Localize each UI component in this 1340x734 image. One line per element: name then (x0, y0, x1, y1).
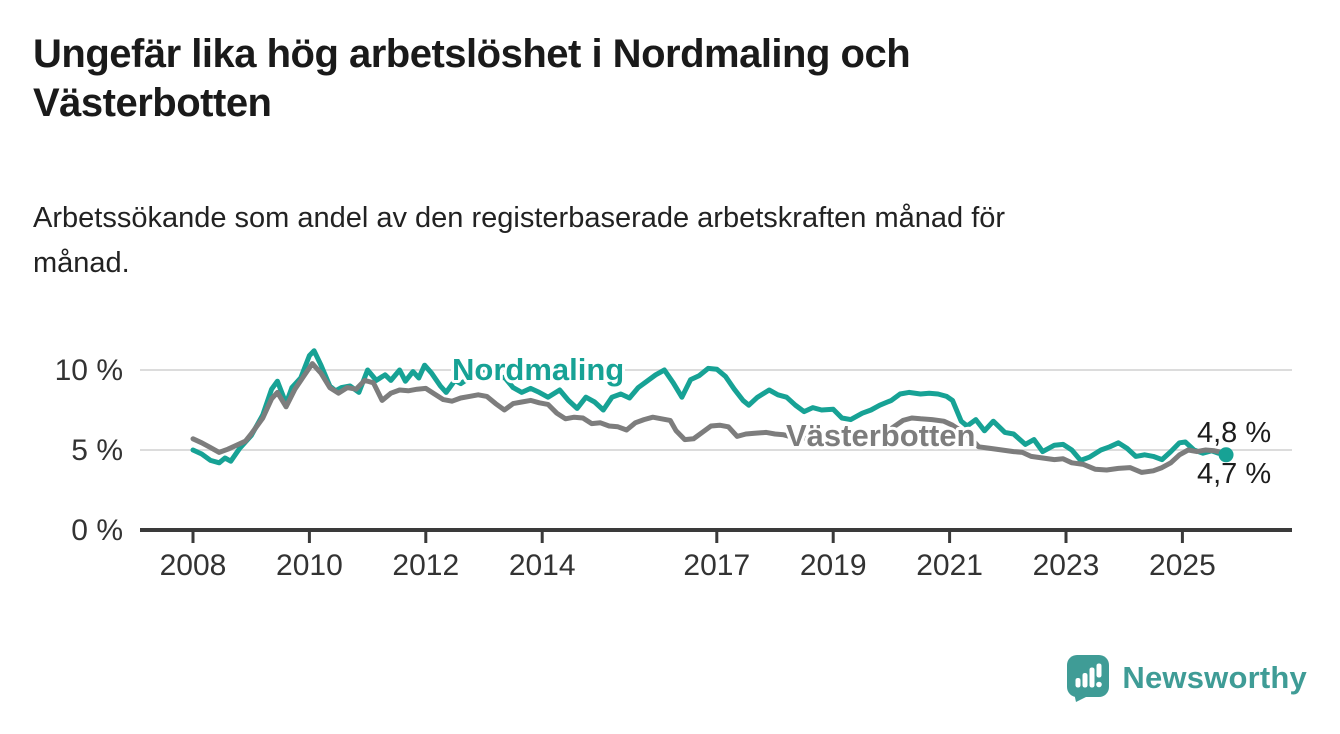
x-tick-label-2023: 2023 (1033, 549, 1100, 582)
newsworthy-logo-icon (1067, 655, 1110, 702)
end-value-label-vasterbotten: 4,8 % (1197, 417, 1271, 449)
x-tick-label-2025: 2025 (1149, 549, 1216, 582)
x-tick-label-2017: 2017 (683, 549, 750, 582)
subtitle-line-2: månad. (33, 246, 130, 279)
logo-bars-icon (1075, 663, 1103, 688)
title-line-2: Västerbotten (33, 81, 272, 126)
x-tick-label-2010: 2010 (276, 549, 343, 582)
series-end-dot (1218, 447, 1234, 463)
chart-subtitle: Arbetssökande som andel av den registerb… (33, 196, 1253, 286)
x-tick-label-2019: 2019 (800, 549, 867, 582)
series-label-vsterbotten: Västerbotten (786, 418, 975, 453)
y-tick-label-5: 5 % (71, 434, 123, 467)
subtitle-line-1: Arbetssökande som andel av den registerb… (33, 202, 1006, 234)
chart-header: Ungefär lika hög arbetslöshet i Nordmali… (33, 30, 1213, 128)
series-label-nordmaling: Nordmaling (452, 352, 624, 387)
page-title: Ungefär lika hög arbetslöshet i Nordmali… (33, 30, 1213, 128)
brand-footer: Newsworthy (1065, 653, 1307, 702)
x-tick-label-2021: 2021 (916, 549, 983, 582)
x-tick-label-2008: 2008 (160, 549, 227, 582)
logo-bubble (1067, 655, 1110, 697)
x-tick-label-2012: 2012 (392, 549, 459, 582)
end-value-label-nordmaling: 4,7 % (1197, 458, 1271, 490)
y-tick-label-10: 10 % (55, 354, 123, 387)
title-line-1: Ungefär lika hög arbetslöshet i Nordmali… (33, 32, 911, 76)
series-line-nordmaling (190, 348, 1229, 466)
brand-name: Newsworthy (1122, 659, 1307, 695)
logo-bubble-tail (1074, 693, 1089, 702)
y-tick-label-0: 0 % (71, 514, 123, 547)
series-line-vsterbotten (190, 361, 1229, 475)
x-tick-label-2014: 2014 (509, 549, 576, 582)
